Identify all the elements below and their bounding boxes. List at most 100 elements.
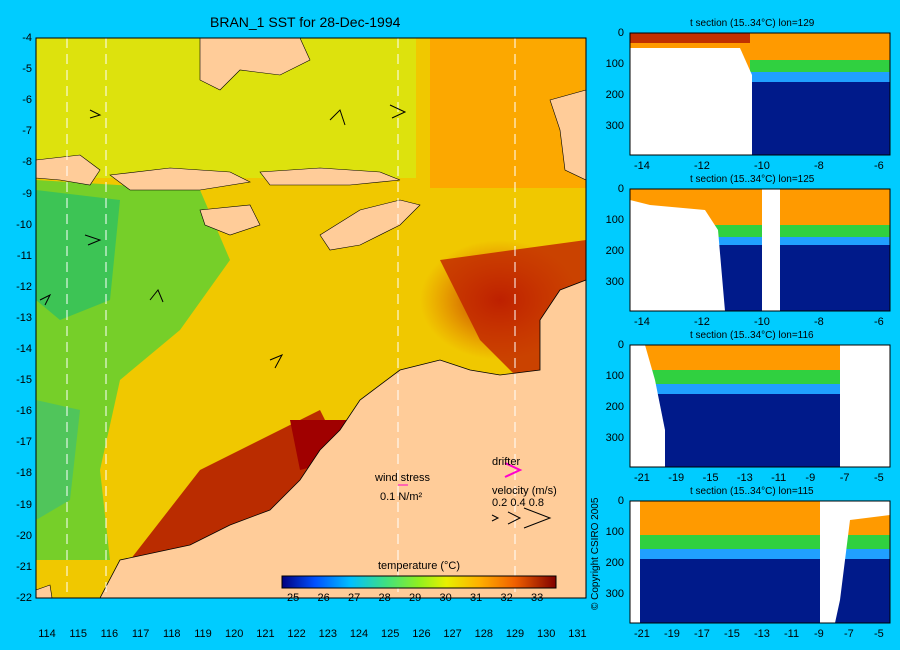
colorbar-tick: 27 xyxy=(348,592,361,604)
colorbar-tick: 31 xyxy=(470,592,483,604)
velocity-legend-arrows xyxy=(491,507,552,529)
lon-tick-label: 126 xyxy=(412,628,431,640)
section-title-4: t section (15..34°C) lon=115 xyxy=(690,486,814,497)
colorbar-label: temperature (°C) xyxy=(378,560,461,572)
colorbar-tick: 26 xyxy=(317,592,330,604)
lon-tick-label: 123 xyxy=(318,628,337,640)
island-timor xyxy=(319,199,421,251)
velocity-values: 0.2 0.4 0.8 xyxy=(492,497,544,509)
colorbar xyxy=(281,575,557,589)
lat-tick-label: -15 xyxy=(16,374,32,387)
colorbar-tick: 33 xyxy=(531,592,544,604)
copyright-text: © Copyright CSIRO 2005 xyxy=(590,497,601,610)
section-lat-tick: -15 xyxy=(724,628,740,640)
section-panel-1 xyxy=(629,32,891,156)
section-depth-tick: 100 xyxy=(605,370,624,382)
section-depth-tick: 300 xyxy=(605,276,624,288)
colorbar-tick: 30 xyxy=(439,592,452,604)
island-flores xyxy=(259,167,401,186)
section-lat-tick: -13 xyxy=(736,472,753,484)
lon-tick-label: 114 xyxy=(38,628,56,640)
section-panel-2 xyxy=(629,188,891,312)
section-lat-tick: -5 xyxy=(874,472,884,484)
section-lat-tick: -9 xyxy=(814,628,824,640)
map-frame xyxy=(35,37,587,599)
section-title-1: t section (15..34°C) lon=129 xyxy=(690,18,815,29)
section-lat-tick: -6 xyxy=(874,160,884,172)
section-lat-tick: -12 xyxy=(694,160,710,172)
map-title: BRAN_1 SST for 28-Dec-1994 xyxy=(210,14,401,30)
section-depth-tick: 300 xyxy=(605,120,624,132)
island-east xyxy=(549,89,587,181)
section-depth-tick: 0 xyxy=(617,183,624,195)
velocity-label: velocity (m/s) xyxy=(492,485,557,497)
colorbar-tick: 29 xyxy=(409,592,422,604)
colorbar-tick: 25 xyxy=(287,592,300,604)
section-depth-tick: 300 xyxy=(605,432,624,444)
lat-tick-label: -7 xyxy=(22,125,32,138)
lat-tick-label: -10 xyxy=(16,218,32,231)
colorbar-tick: 28 xyxy=(378,592,391,604)
section-depth-tick: 100 xyxy=(605,58,624,70)
section-lat-tick: -6 xyxy=(874,316,884,328)
lon-tick-label: 128 xyxy=(474,628,493,640)
lat-tick-label: -19 xyxy=(16,498,32,511)
section-depth-tick: 100 xyxy=(605,526,624,538)
section-lat-tick: -8 xyxy=(814,160,824,172)
lat-tick-label: -22 xyxy=(16,591,32,604)
lon-tick-label: 130 xyxy=(537,628,556,640)
section-lat-tick: -10 xyxy=(754,316,770,328)
lon-tick-label: 119 xyxy=(194,628,212,640)
section-depth-tick: 0 xyxy=(617,27,624,39)
section-depth-tick: 0 xyxy=(617,495,624,507)
lon-tick-label: 131 xyxy=(568,628,587,640)
wind-stress-label: wind stress xyxy=(375,472,431,484)
lon-tick-label: 116 xyxy=(100,628,119,640)
section-panel-3 xyxy=(629,344,891,468)
section-lat-tick: -21 xyxy=(634,628,650,640)
drifter-icon xyxy=(504,462,523,478)
section-lat-tick: -11 xyxy=(784,628,800,640)
lat-tick-label: -5 xyxy=(22,63,32,76)
lat-tick-label: -21 xyxy=(16,560,32,573)
lat-tick-label: -16 xyxy=(16,405,32,418)
island-sumba xyxy=(199,204,261,236)
section-depth-tick: 200 xyxy=(605,245,624,257)
section-lat-tick: -15 xyxy=(702,472,719,484)
lat-tick-label: -11 xyxy=(16,249,32,262)
drifter-label: drifter xyxy=(492,456,521,468)
lat-tick-label: -8 xyxy=(22,156,32,169)
lon-tick-label: 127 xyxy=(443,628,462,640)
island-sulawesi xyxy=(199,37,311,91)
lon-tick-label: 115 xyxy=(69,628,87,640)
section-lat-tick: -14 xyxy=(634,160,650,172)
colorbar-tick: 32 xyxy=(500,592,513,604)
section-lat-tick: -12 xyxy=(694,316,710,328)
lat-tick-label: -20 xyxy=(16,529,32,542)
section-depth-tick: 200 xyxy=(605,557,624,569)
section-lat-tick: -8 xyxy=(814,316,824,328)
section-lat-tick: -19 xyxy=(664,628,680,640)
lon-tick-label: 125 xyxy=(381,628,400,640)
section-depth-tick: 200 xyxy=(605,401,624,413)
australia-land xyxy=(99,279,587,599)
lat-tick-label: -4 xyxy=(22,32,32,44)
section-depth-tick: 100 xyxy=(605,214,624,226)
wind-stress-value: 0.1 N/m² xyxy=(380,491,423,503)
section-title-3: t section (15..34°C) lon=116 xyxy=(690,330,814,341)
island-lesser-sunda xyxy=(109,167,251,191)
section-lat-tick: -21 xyxy=(634,472,650,484)
section-lat-tick: -11 xyxy=(771,472,787,484)
wind-arrows xyxy=(39,104,407,369)
section-panel-4 xyxy=(629,500,891,624)
lat-tick-label: -18 xyxy=(16,467,32,480)
section-lat-tick: -7 xyxy=(839,472,850,484)
section-lat-tick: -7 xyxy=(844,628,854,640)
lat-tick-label: -12 xyxy=(16,280,32,293)
lat-tick-label: -17 xyxy=(16,436,32,449)
lat-tick-label: -9 xyxy=(22,187,32,200)
lon-tick-label: 124 xyxy=(349,628,369,640)
section-lat-tick: -14 xyxy=(634,316,650,328)
lon-tick-label: 120 xyxy=(225,628,244,640)
